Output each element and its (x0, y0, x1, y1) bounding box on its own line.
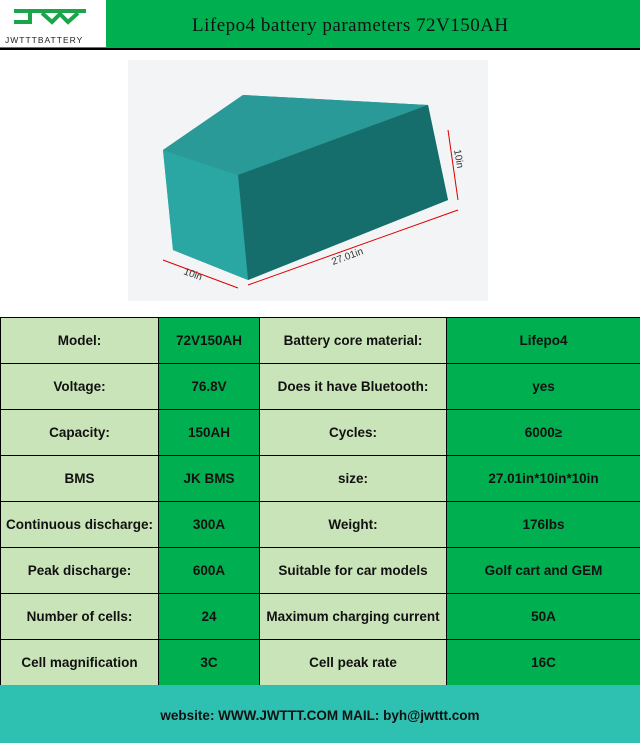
page-title: Lifepo4 battery parameters 72V150AH (192, 15, 509, 37)
param-value: yes (447, 364, 640, 410)
param-label: Cycles: (260, 410, 447, 456)
param-value: Lifepo4 (447, 318, 640, 364)
width-dimension: 10in (182, 266, 204, 283)
param-value: 76.8V (159, 364, 260, 410)
param-label: Does it have Bluetooth: (260, 364, 447, 410)
logo: JWTTTBATTERY (0, 0, 106, 47)
logo-mark-icon (0, 0, 106, 34)
param-label: BMS (1, 456, 159, 502)
param-value: 16C (447, 640, 640, 686)
logo-text: JWTTTBATTERY (5, 35, 83, 45)
param-label: Cell peak rate (260, 640, 447, 686)
param-label: Voltage: (1, 364, 159, 410)
param-value: 72V150AH (159, 318, 260, 364)
param-value: 150AH (159, 410, 260, 456)
param-label: Weight: (260, 502, 447, 548)
param-value: 600A (159, 548, 260, 594)
footer-contact: website: WWW.JWTTT.COM MAIL: byh@jwttt.c… (0, 685, 640, 743)
param-value: 300A (159, 502, 260, 548)
param-value: JK BMS (159, 456, 260, 502)
param-value: 3C (159, 640, 260, 686)
param-label: Suitable for car models (260, 548, 447, 594)
param-label: Maximum charging current (260, 594, 447, 640)
param-label: Capacity: (1, 410, 159, 456)
param-value: 6000≥ (447, 410, 640, 456)
param-label: Peak discharge: (1, 548, 159, 594)
param-label: Cell magnification (1, 640, 159, 686)
param-value: 24 (159, 594, 260, 640)
param-label: Model: (1, 318, 159, 364)
param-value: 50A (447, 594, 640, 640)
battery-image: 10in 27.01in 10in (128, 60, 488, 301)
param-label: Continuous discharge: (1, 502, 159, 548)
param-value: 27.01in*10in*10in (447, 456, 640, 502)
param-label: size: (260, 456, 447, 502)
param-value: 176lbs (447, 502, 640, 548)
header: JWTTTBATTERY Lifepo4 battery parameters … (0, 0, 640, 50)
param-label: Number of cells: (1, 594, 159, 640)
param-value: Golf cart and GEM (447, 548, 640, 594)
param-label: Battery core material: (260, 318, 447, 364)
